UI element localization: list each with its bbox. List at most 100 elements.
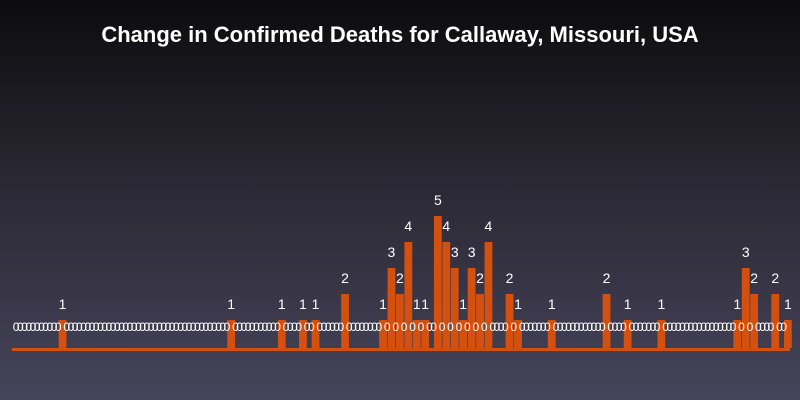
zero-data-label: 0	[637, 320, 644, 334]
bar	[547, 320, 556, 348]
zero-data-label: 0	[118, 320, 125, 334]
zero-data-label: 0	[481, 320, 488, 334]
zero-data-label: 0	[160, 320, 167, 334]
zero-data-label: 0	[574, 320, 581, 334]
zero-data-label: 0	[633, 320, 640, 334]
zero-data-label: 0	[21, 320, 28, 334]
zero-data-label: 0	[616, 320, 623, 334]
data-label: 3	[388, 244, 396, 260]
zero-data-label: 0	[447, 320, 454, 334]
zero-data-label: 0	[671, 320, 678, 334]
data-label: 1	[299, 296, 307, 312]
zero-data-label: 0	[25, 320, 32, 334]
data-label: 1	[548, 296, 556, 312]
zero-data-label: 0	[97, 320, 104, 334]
bar	[442, 242, 451, 348]
zero-data-label: 0	[257, 320, 264, 334]
zero-data-label: 0	[89, 320, 96, 334]
zero-data-label: 0	[270, 320, 277, 334]
bar	[459, 320, 468, 348]
zero-data-label: 0	[325, 320, 332, 334]
zero-data-label: 0	[262, 320, 269, 334]
bar-layer	[58, 216, 792, 348]
bar	[484, 242, 493, 348]
zero-data-label: 0	[165, 320, 172, 334]
zero-data-label: 0	[371, 320, 378, 334]
zero-data-label: 0	[51, 320, 58, 334]
zero-data-label: 0	[350, 320, 357, 334]
zero-data-label: 0	[219, 320, 226, 334]
bar	[404, 242, 413, 348]
zero-data-label: 0	[215, 320, 222, 334]
zero-data-label: 0	[304, 320, 311, 334]
bar	[476, 294, 484, 348]
zero-data-label: 0	[392, 320, 399, 334]
zero-data-label: 0	[241, 320, 248, 334]
zero-data-label: 0	[641, 320, 648, 334]
data-label: 1	[784, 296, 792, 312]
zero-data-label: 0	[55, 320, 62, 334]
bar	[602, 294, 611, 348]
zero-data-label: 0	[494, 320, 501, 334]
data-label: 1	[459, 296, 467, 312]
zero-data-label: 0	[190, 320, 197, 334]
zero-data-label: 0	[295, 320, 302, 334]
data-label: 1	[379, 296, 387, 312]
zero-data-label: 0	[139, 320, 146, 334]
data-label: 5	[434, 192, 442, 208]
zero-data-label: 0	[42, 320, 49, 334]
bar	[783, 320, 792, 348]
bar	[311, 320, 320, 348]
zero-data-label: 0	[34, 320, 41, 334]
zero-data-label: 0	[232, 320, 239, 334]
zero-data-label: 0	[650, 320, 657, 334]
bar	[421, 320, 430, 348]
zero-data-label: 0	[384, 320, 391, 334]
zero-data-label: 0	[363, 320, 370, 334]
bar	[298, 320, 307, 348]
zero-data-label: 0	[101, 320, 108, 334]
zero-data-label: 0	[236, 320, 243, 334]
bar	[412, 320, 421, 348]
zero-data-label: 0	[654, 320, 661, 334]
zero-data-label: 0	[148, 320, 155, 334]
zero-data-label: 0	[726, 320, 733, 334]
zero-data-label: 0	[679, 320, 686, 334]
bar	[379, 320, 387, 348]
zero-data-label: 0	[456, 320, 463, 334]
zero-data-label: 0	[704, 320, 711, 334]
zero-data-label: 0	[127, 320, 134, 334]
zero-data-label: 0	[47, 320, 54, 334]
zero-data-label: 0	[80, 320, 87, 334]
bar	[341, 294, 349, 348]
zero-data-label: 0	[553, 320, 560, 334]
zero-data-label: 0	[194, 320, 201, 334]
bar	[514, 320, 522, 348]
zero-data-label: 0	[354, 320, 361, 334]
zero-data-label: 0	[359, 320, 366, 334]
zero-data-label: 0	[683, 320, 690, 334]
zero-data-label: 0	[346, 320, 353, 334]
zero-data-label: 0	[144, 320, 151, 334]
zero-data-label: 0	[316, 320, 323, 334]
zero-data-label: 0	[510, 320, 517, 334]
zero-data-label: 0	[620, 320, 627, 334]
zero-data-label: 0	[675, 320, 682, 334]
zero-data-label: 0	[532, 320, 539, 334]
zero-data-label: 0	[291, 320, 298, 334]
zero-data-label: 0	[426, 320, 433, 334]
zero-data-label: 0	[76, 320, 83, 334]
zero-data-label: 0	[418, 320, 425, 334]
zero-data-label: 0	[338, 320, 345, 334]
zero-data-label: 0	[367, 320, 374, 334]
zero-data-label: 0	[430, 320, 437, 334]
zero-data-label: 0	[308, 320, 315, 334]
zero-data-label: 0	[131, 320, 138, 334]
bar	[467, 268, 476, 348]
bar	[450, 268, 459, 348]
zero-data-label: 0	[224, 320, 231, 334]
zero-data-label: 0	[177, 320, 184, 334]
data-label: 2	[476, 270, 484, 286]
data-label: 4	[485, 218, 493, 234]
zero-data-label: 0	[599, 320, 606, 334]
